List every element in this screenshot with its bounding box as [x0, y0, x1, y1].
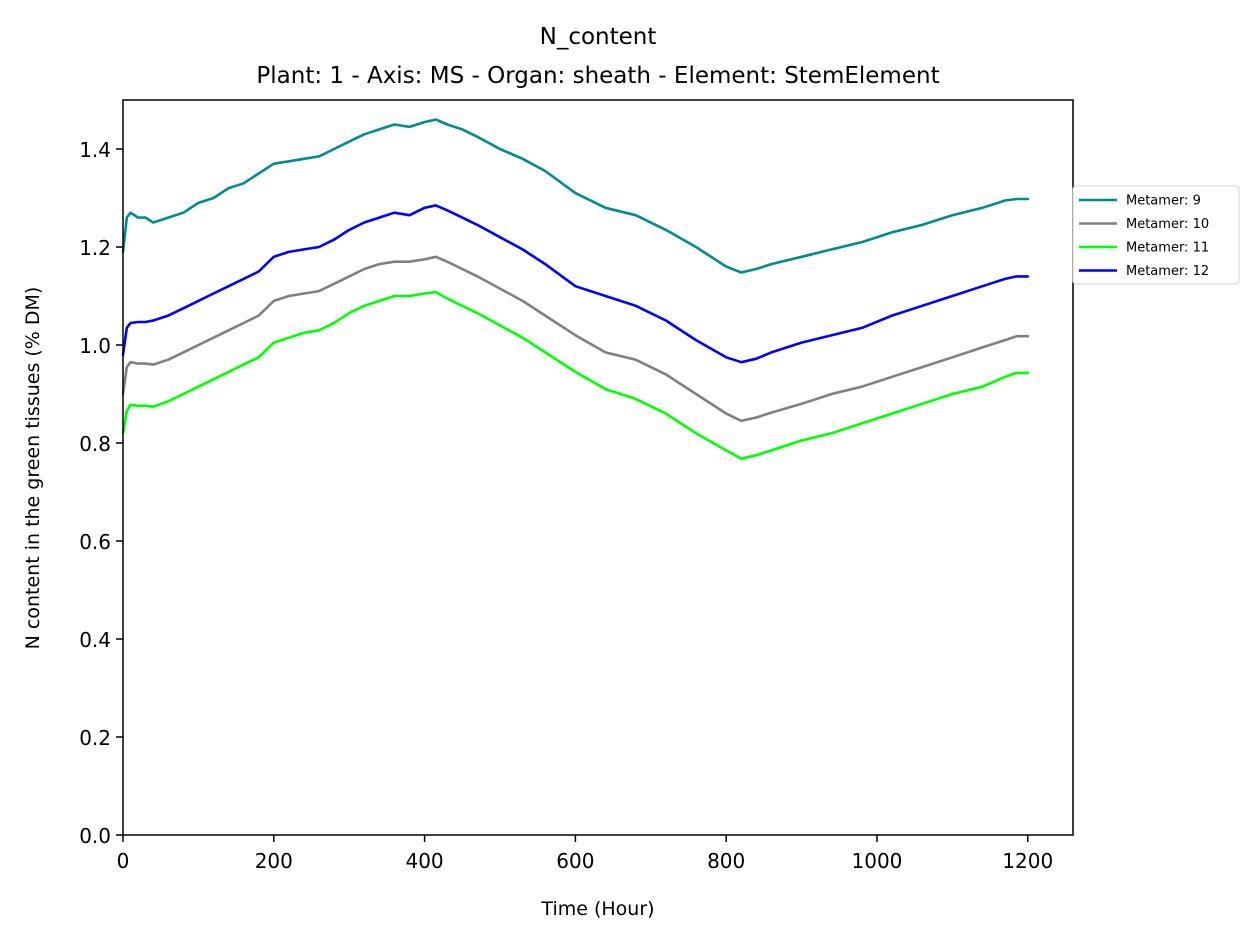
x-axis-ticks: 0 200 400 600 800 1000 1200 [117, 835, 1053, 873]
legend-frame [1072, 185, 1240, 285]
y-tick-label: 0.6 [79, 530, 111, 554]
x-tick-label: 400 [405, 849, 443, 873]
x-axis-label: Time (Hour) [540, 898, 654, 920]
series-line-3 [121, 290, 1030, 461]
y-tick-label: 0.4 [79, 628, 111, 652]
chart-title: N_content [540, 24, 657, 50]
legend-label: Metamer: 12 [1126, 264, 1209, 279]
x-tick-label: 200 [255, 849, 293, 873]
chart-subtitle: Plant: 1 - Axis: MS - Organ: sheath - El… [256, 63, 939, 89]
y-axis-ticks: 0.0 0.2 0.4 0.6 0.8 1.0 1.2 1.4 [79, 138, 123, 848]
legend-label: Metamer: 11 [1126, 241, 1209, 256]
y-tick-label: 1.2 [79, 236, 111, 260]
series-line-1 [121, 118, 1030, 274]
legend-label: Metamer: 9 [1126, 194, 1201, 209]
x-tick-label: 600 [556, 849, 594, 873]
x-tick-label: 800 [707, 849, 745, 873]
y-tick-label: 0.2 [79, 726, 111, 750]
legend: Metamer: 9 Metamer: 10 Metamer: 11 Metamer:… [1072, 185, 1240, 285]
y-tick-label: 1.0 [79, 334, 111, 358]
series-lines [121, 118, 1030, 461]
y-tick-label: 1.4 [79, 138, 111, 162]
y-axis-label: N content in the green tissues (% DM) [22, 287, 44, 650]
x-tick-label: 0 [117, 849, 130, 873]
y-tick-label: 0.0 [79, 824, 111, 848]
x-tick-label: 1200 [1002, 849, 1053, 873]
series-line-2 [121, 255, 1030, 423]
y-tick-label: 0.8 [79, 432, 111, 456]
x-tick-label: 1000 [852, 849, 903, 873]
series-line-4 [121, 204, 1030, 364]
plot-area-frame [122, 99, 1074, 836]
legend-label: Metamer: 10 [1126, 217, 1209, 232]
